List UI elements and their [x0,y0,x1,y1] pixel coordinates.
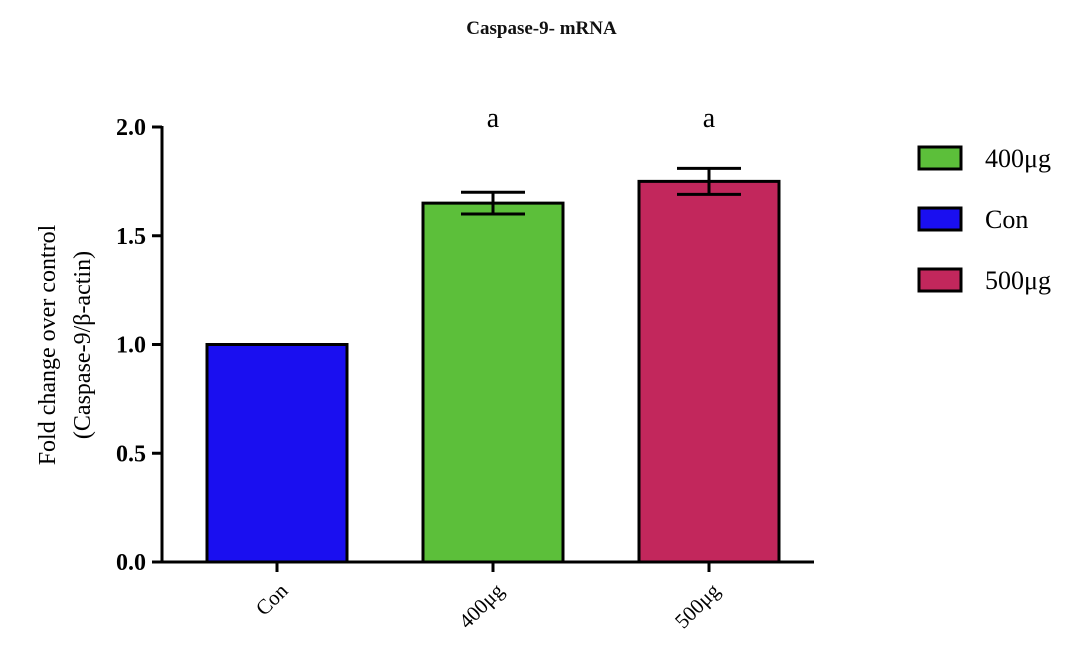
significance-label: a [487,103,500,134]
y-tick-label: 2.0 [116,115,146,141]
y-tick-label: 1.5 [116,224,146,250]
y-tick-label: 0.5 [116,441,146,467]
bar [421,201,565,564]
legend-swatch [917,145,963,171]
significance-label: a [703,103,716,134]
x-tick-label: 500μg [670,578,725,633]
legend-swatch [917,267,963,293]
x-tick-label: Con [251,578,293,620]
x-tick-label: 400μg [454,578,509,633]
legend-label: 500μg [985,266,1051,295]
x-axis: Con 400μg 500μg [161,560,814,633]
y-tick-label: 1.0 [116,333,146,359]
legend: 400μg Con 500μg [917,144,1051,295]
chart-title: Caspase-9- mRNA [466,18,617,39]
y-axis: 0.0 0.5 1.0 1.5 2.0 [116,115,164,576]
error-bars [461,166,741,216]
y-axis-label-line2: (Caspase-9/β-actin) [70,251,96,439]
bar [205,343,349,564]
bar [637,179,781,564]
bars [205,179,781,564]
y-axis-label-line1: Fold change over control [35,224,61,465]
y-tick-label: 0.0 [116,550,146,576]
legend-swatch [917,206,963,232]
legend-label: 400μg [985,144,1051,173]
legend-label: Con [985,205,1028,234]
